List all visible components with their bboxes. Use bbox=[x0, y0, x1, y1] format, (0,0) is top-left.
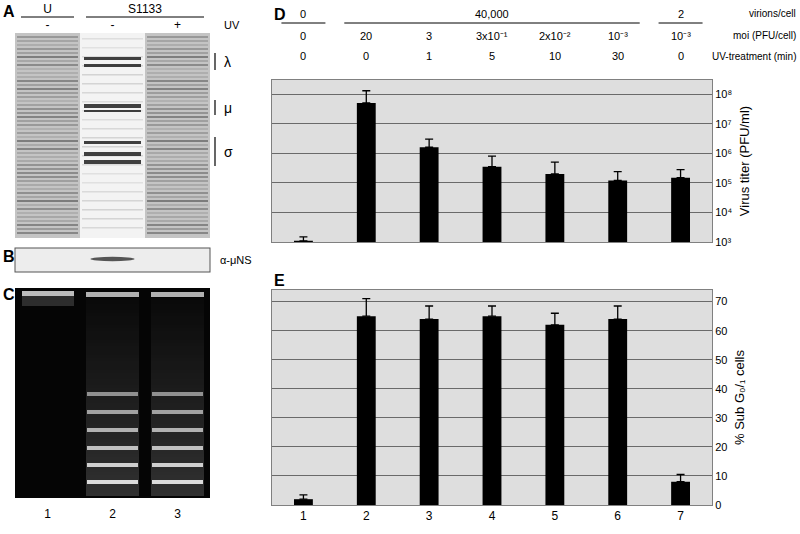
svg-text:U: U bbox=[43, 2, 52, 16]
svg-text:moi (PFU/cell): moi (PFU/cell) bbox=[733, 30, 796, 41]
svg-text:2: 2 bbox=[109, 507, 116, 521]
svg-text:20: 20 bbox=[360, 30, 372, 42]
svg-text:10⁶: 10⁶ bbox=[715, 147, 732, 159]
svg-text:10⁸: 10⁸ bbox=[715, 88, 732, 100]
svg-text:2x10⁻²: 2x10⁻² bbox=[539, 30, 571, 42]
svg-text:30: 30 bbox=[715, 412, 727, 424]
svg-text:0: 0 bbox=[300, 30, 306, 42]
svg-text:S1133: S1133 bbox=[128, 2, 162, 16]
svg-text:2: 2 bbox=[678, 8, 684, 20]
svg-text:5: 5 bbox=[552, 509, 559, 523]
svg-text:3: 3 bbox=[426, 509, 433, 523]
svg-text:10: 10 bbox=[715, 470, 727, 482]
svg-text:-: - bbox=[46, 18, 50, 32]
svg-text:10: 10 bbox=[549, 50, 561, 62]
svg-text:0: 0 bbox=[678, 50, 684, 62]
svg-text:UV-treatment (min): UV-treatment (min) bbox=[712, 51, 796, 62]
svg-text:0: 0 bbox=[363, 50, 369, 62]
svg-text:5: 5 bbox=[489, 50, 495, 62]
svg-text:10⁴: 10⁴ bbox=[715, 206, 732, 218]
svg-text:4: 4 bbox=[489, 509, 496, 523]
svg-text:1: 1 bbox=[300, 509, 307, 523]
svg-text:Virus titer (PFU/ml): Virus titer (PFU/ml) bbox=[737, 106, 752, 216]
svg-text:D: D bbox=[274, 6, 286, 23]
svg-text:2: 2 bbox=[363, 509, 370, 523]
svg-text:0: 0 bbox=[300, 8, 306, 20]
svg-text:30: 30 bbox=[612, 50, 624, 62]
svg-text:UV: UV bbox=[224, 19, 240, 31]
svg-text:50: 50 bbox=[715, 354, 727, 366]
svg-text:virions/cell: virions/cell bbox=[749, 8, 796, 19]
svg-text:α-μNS: α-μNS bbox=[220, 254, 252, 266]
svg-text:μ: μ bbox=[224, 100, 232, 116]
svg-text:B: B bbox=[3, 248, 15, 265]
svg-text:10⁷: 10⁷ bbox=[715, 118, 731, 130]
svg-text:3: 3 bbox=[426, 30, 432, 42]
svg-text:40,000: 40,000 bbox=[475, 8, 509, 20]
svg-text:C: C bbox=[3, 286, 15, 303]
svg-text:10⁻³: 10⁻³ bbox=[671, 30, 691, 42]
svg-text:0: 0 bbox=[300, 50, 306, 62]
svg-text:0: 0 bbox=[715, 499, 721, 511]
svg-text:E: E bbox=[274, 272, 285, 289]
svg-text:70: 70 bbox=[715, 295, 727, 307]
svg-text:6: 6 bbox=[614, 509, 621, 523]
svg-text:3: 3 bbox=[174, 507, 181, 521]
svg-text:% Sub G₀/₁ cells: % Sub G₀/₁ cells bbox=[732, 349, 747, 445]
svg-text:20: 20 bbox=[715, 441, 727, 453]
svg-text:3x10⁻¹: 3x10⁻¹ bbox=[476, 30, 508, 42]
svg-text:1: 1 bbox=[426, 50, 432, 62]
svg-text:10⁵: 10⁵ bbox=[715, 177, 732, 189]
svg-text:10³: 10³ bbox=[715, 236, 731, 248]
svg-text:1: 1 bbox=[44, 507, 51, 521]
svg-text:60: 60 bbox=[715, 325, 727, 337]
svg-text:10⁻³: 10⁻³ bbox=[608, 30, 628, 42]
svg-text:7: 7 bbox=[677, 509, 684, 523]
svg-text:+: + bbox=[174, 18, 181, 32]
svg-text:λ: λ bbox=[224, 54, 231, 70]
svg-text:A: A bbox=[3, 3, 15, 20]
svg-text:σ: σ bbox=[224, 144, 233, 160]
svg-text:-: - bbox=[111, 18, 115, 32]
svg-text:40: 40 bbox=[715, 383, 727, 395]
